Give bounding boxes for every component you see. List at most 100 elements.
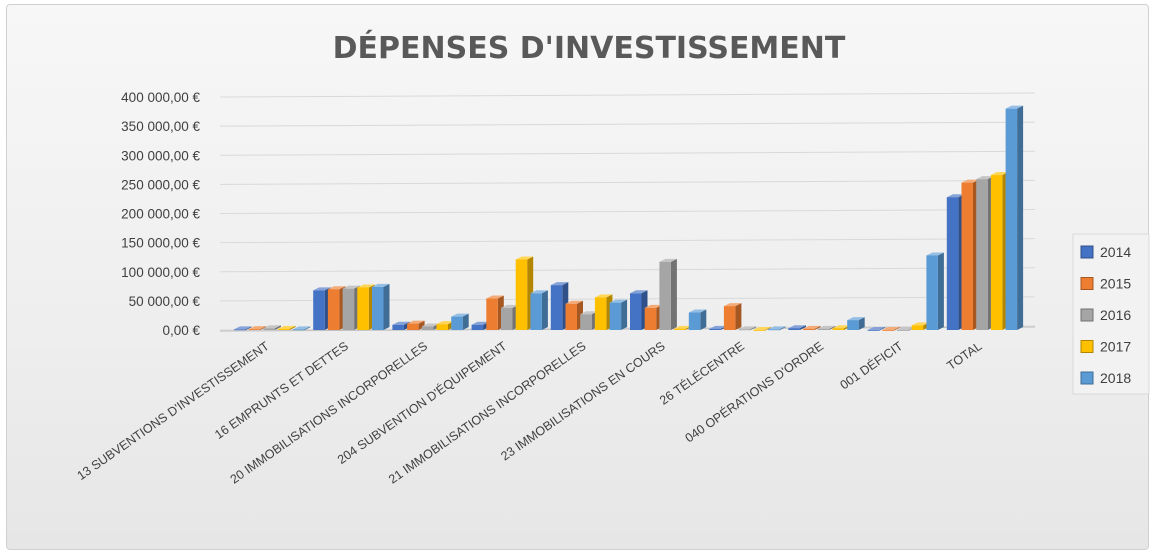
x-category-label: 001 DÉFICIT (837, 338, 906, 392)
bar-top (723, 303, 742, 307)
bar-top (961, 179, 979, 183)
bar-top (471, 321, 490, 325)
bar-front (1005, 108, 1018, 331)
bar-side (304, 326, 311, 331)
bar-front (644, 307, 657, 330)
bar-side (621, 299, 628, 330)
bar-side (814, 325, 821, 330)
bar-front (897, 330, 909, 331)
bar (753, 327, 771, 331)
bar-top (451, 313, 469, 317)
bar-front (961, 182, 973, 330)
bar-top (817, 325, 836, 329)
bar-front (990, 175, 1003, 330)
bar (451, 313, 469, 330)
x-category-label: 23 IMMOBILISATIONS EN COURS (498, 339, 667, 463)
bar-top (832, 325, 850, 329)
bar-side (289, 325, 296, 330)
legend-entry: 2018 (1080, 370, 1131, 386)
bar-front (723, 306, 736, 330)
y-tick-label: 350 000,00 € (121, 119, 200, 134)
legend-swatch (1080, 340, 1094, 353)
bar-side (937, 252, 944, 330)
bar (372, 283, 390, 330)
bar-top (788, 325, 806, 329)
bar (723, 303, 742, 330)
bar-front (788, 328, 800, 330)
bar-side (245, 326, 252, 331)
bar-front (451, 316, 463, 330)
bar-front (515, 259, 528, 330)
bar-top (1005, 105, 1024, 109)
bar-side (383, 283, 390, 330)
bar-top (946, 194, 965, 198)
bar-front (248, 329, 261, 330)
bar-front (688, 312, 701, 330)
bar (234, 326, 252, 331)
bar-top (530, 290, 548, 294)
bar-front (372, 286, 384, 330)
bar-front (550, 285, 563, 330)
bar-top (421, 323, 440, 327)
bar-top (342, 285, 361, 289)
x-category-label: 204 SUBVENTION D'ÉQUIPEMENT (334, 338, 509, 467)
bar-front (659, 261, 671, 330)
bar (659, 258, 677, 330)
bar (867, 327, 886, 331)
y-tick-label: 0,00 € (162, 323, 200, 338)
y-tick-label: 400 000,00 € (121, 90, 200, 105)
bar-top (867, 327, 886, 330)
bar-top (580, 311, 598, 315)
bar-top (248, 326, 267, 330)
legend-swatch (1080, 277, 1094, 290)
bar-top (803, 325, 821, 329)
bar-front (817, 328, 830, 330)
legend-entry: 2016 (1080, 307, 1131, 323)
bar-side (260, 326, 267, 330)
bar-side (735, 303, 742, 330)
bar-front (609, 302, 622, 330)
y-tick-label: 50 000,00 € (129, 294, 201, 309)
bar (738, 326, 757, 331)
legend: 2014 2015 2016 2017 2018 (1072, 233, 1150, 395)
bar-front (882, 330, 894, 331)
bar-front (976, 179, 988, 330)
y-tick-label: 150 000,00 € (121, 236, 200, 251)
bar (817, 325, 836, 330)
bar-top (738, 326, 757, 330)
bar-top (630, 290, 648, 294)
bar-front (847, 320, 859, 330)
bar-front (709, 328, 721, 330)
bar-front (580, 314, 592, 330)
y-tick-label: 300 000,00 € (121, 148, 200, 163)
y-axis-tick-labels: 0,00 € 50 000,00 € 100 000,00 € 150 000,00 … (121, 90, 200, 338)
bar-front (803, 328, 815, 330)
bar-front (565, 303, 577, 330)
bar-top (407, 320, 425, 324)
bar-top (278, 325, 296, 329)
bar-top (976, 176, 994, 180)
bar (688, 309, 707, 330)
bar-top (990, 172, 1009, 176)
bar (292, 326, 311, 331)
legend-label: 2014 (1100, 244, 1131, 260)
bar-top (594, 294, 613, 298)
bar-top (926, 252, 944, 256)
bar-front (594, 297, 607, 330)
bar-front (436, 324, 448, 330)
bar-front (926, 255, 938, 330)
bar-front (630, 293, 642, 330)
bar-top (486, 295, 504, 299)
bar-front (674, 328, 686, 330)
bar-top (501, 304, 519, 308)
legend-swatch (1080, 371, 1094, 385)
bar-top (753, 327, 771, 330)
gridline (219, 325, 1036, 331)
bar (882, 327, 900, 331)
bar-top (674, 325, 692, 329)
bar-front (946, 197, 959, 330)
gridline (219, 238, 1036, 244)
y-tick-label: 200 000,00 € (121, 207, 200, 222)
bar-side (779, 326, 786, 331)
